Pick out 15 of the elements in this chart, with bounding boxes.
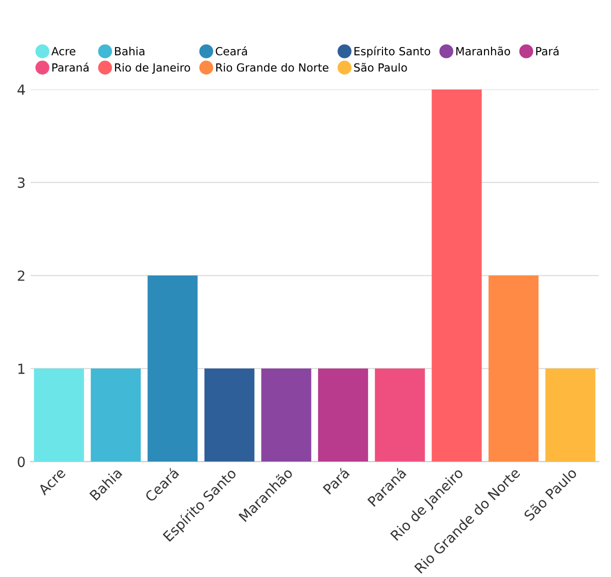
legend-label: Rio Grande do Norte [216, 63, 328, 72]
legend-label: Paraná [52, 62, 89, 72]
y-tick-label: 1 [18, 364, 24, 374]
legend-label: Pará [536, 46, 558, 56]
legend-label: Ceará [216, 46, 247, 56]
legend-label: Acre [51, 47, 76, 56]
legend-label: Maranhão [456, 46, 510, 56]
y-tick-label: 3 [18, 177, 25, 188]
legend-label: São Paulo [354, 62, 407, 72]
legend-label: Rio de Janeiro [115, 63, 190, 74]
y-tick-label: 0 [18, 456, 25, 468]
legend-label: Espírito Santo [354, 46, 430, 58]
y-tick-label: 2 [18, 270, 24, 281]
y-tick-label: 4 [18, 84, 25, 95]
legend-label: Bahia [115, 46, 144, 56]
